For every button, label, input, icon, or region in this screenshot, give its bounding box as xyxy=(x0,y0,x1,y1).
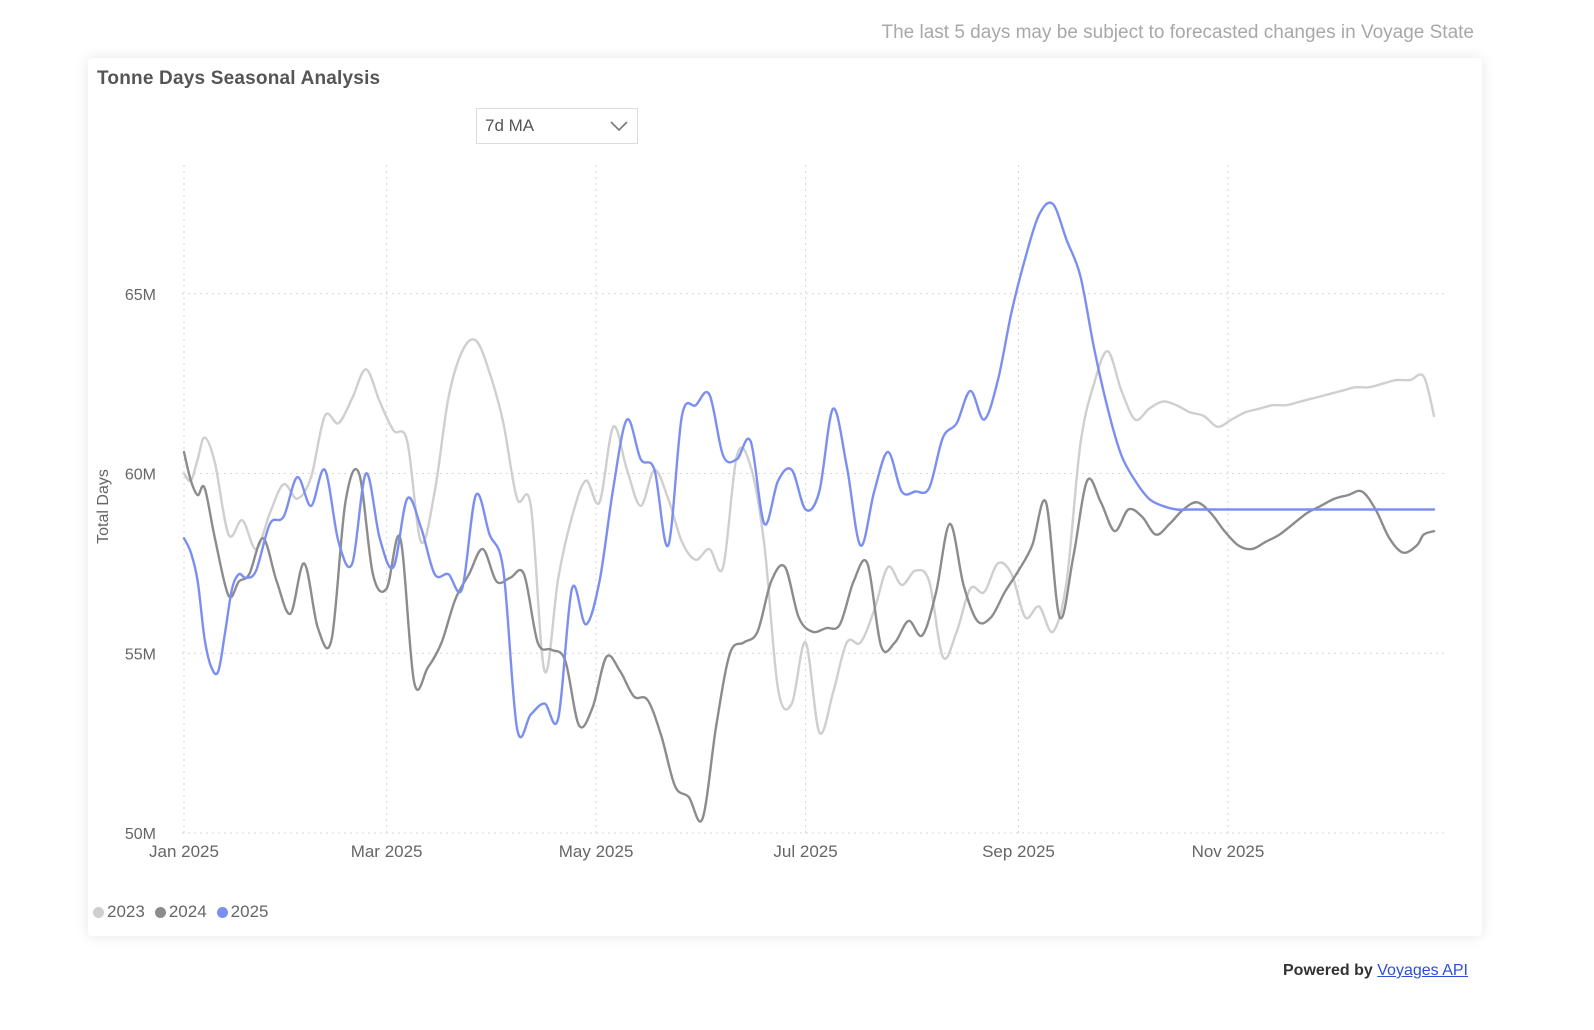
legend-item-2024[interactable]: 2024 xyxy=(154,902,207,922)
y-tick-label: 65M xyxy=(125,287,156,304)
chevron-down-icon xyxy=(610,121,628,132)
y-axis-title: Total Days xyxy=(95,469,112,544)
chart-card: Tonne Days Seasonal Analysis 7d MA 50M 55… xyxy=(88,58,1482,936)
legend-item-2025[interactable]: 2025 xyxy=(216,902,269,922)
series-line-2024 xyxy=(182,450,1436,823)
legend-label: 2024 xyxy=(168,902,207,921)
chart-legend: 2023 2024 2025 xyxy=(93,902,268,922)
chart-title: Tonne Days Seasonal Analysis xyxy=(97,68,381,89)
moving-average-dropdown[interactable]: 7d MA xyxy=(476,108,638,144)
legend-item-2023[interactable]: 2023 xyxy=(93,902,145,922)
y-tick-label: 60M xyxy=(125,467,156,484)
line-chart: 50M 55M 60M 65M Jan 2025 Mar 2025 May 2025 Jul … xyxy=(95,165,1444,861)
legend-label: 2023 xyxy=(107,902,145,921)
x-tick-label: May 2025 xyxy=(559,842,634,861)
x-tick-label: Jul 2025 xyxy=(773,842,837,861)
powered-by-label: Powered by xyxy=(1283,962,1373,979)
legend-dot-icon xyxy=(93,906,104,918)
forecast-notice: The last 5 days may be subject to foreca… xyxy=(881,22,1474,43)
x-tick-label: Nov 2025 xyxy=(1192,842,1265,861)
legend-dot-icon xyxy=(154,906,166,918)
voyages-api-link[interactable]: Voyages API xyxy=(1377,962,1468,979)
series-line-2023 xyxy=(182,338,1436,735)
footer: Powered by Voyages API xyxy=(1283,962,1468,980)
series-line-2025 xyxy=(182,201,1436,739)
x-tick-label: Sep 2025 xyxy=(982,842,1055,861)
dropdown-selected-value: 7d MA xyxy=(485,116,535,135)
x-tick-label: Jan 2025 xyxy=(149,842,219,861)
y-tick-label: 50M xyxy=(125,826,156,843)
legend-label: 2025 xyxy=(230,902,269,921)
legend-dot-icon xyxy=(216,906,228,918)
y-tick-label: 55M xyxy=(125,646,156,663)
x-tick-label: Mar 2025 xyxy=(351,842,423,861)
